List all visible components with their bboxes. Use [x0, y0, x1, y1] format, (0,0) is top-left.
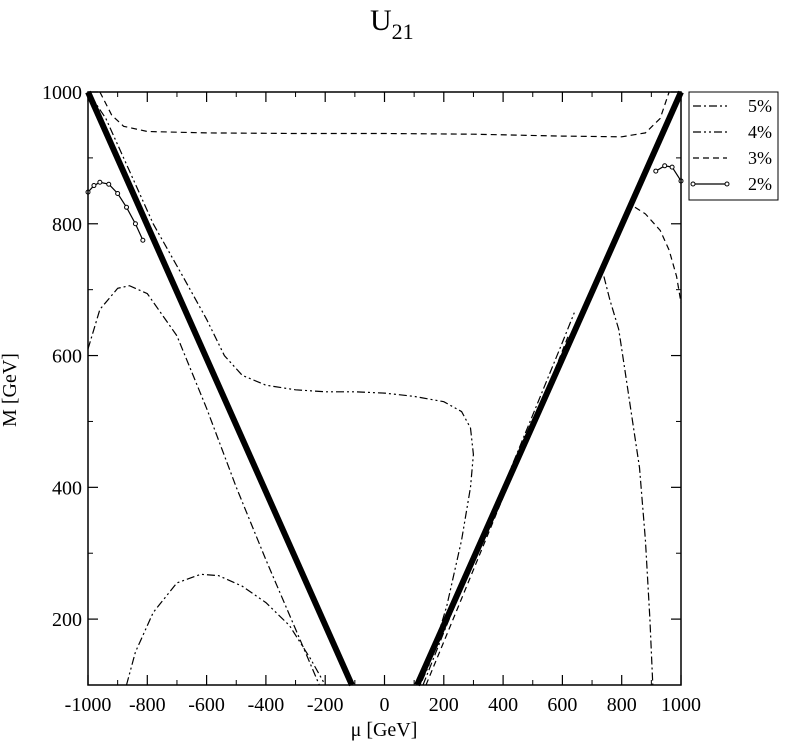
left-boundary — [85, 90, 355, 687]
legend-marker — [724, 181, 730, 187]
legend-label: 4% — [748, 122, 772, 142]
contour-line-4pct — [125, 573, 326, 686]
boundary-lines — [85, 90, 684, 687]
x-axis-ticks: -1000 -800 -600 -400 -200 0 200 400 600 800 1000 — [65, 92, 701, 716]
plot-lines — [85, 91, 684, 686]
legend-label: 3% — [748, 148, 772, 168]
y-tick-label: 800 — [52, 214, 82, 236]
contour-line-3pct — [99, 91, 670, 138]
legend-label: 2% — [748, 174, 772, 194]
legend-marker — [690, 181, 696, 187]
right-boundary — [414, 90, 684, 687]
y-tick-label: 600 — [52, 346, 82, 368]
x-tick-label: 200 — [429, 694, 459, 716]
contour-marker — [115, 190, 121, 196]
contour-line-2pct — [655, 165, 682, 182]
x-tick-label: 1000 — [661, 694, 701, 716]
x-tick-label: 600 — [547, 694, 577, 716]
x-tick-label: -200 — [307, 694, 344, 716]
y-axis-label: M [GeV] — [0, 353, 21, 427]
x-tick-label: 400 — [488, 694, 518, 716]
contour-line-5pct — [603, 276, 654, 686]
contour-line-5pct — [87, 285, 320, 686]
y-tick-label: 400 — [52, 477, 82, 499]
contour-marker — [662, 163, 668, 169]
contour-marker — [91, 183, 97, 189]
legend-box — [688, 91, 779, 201]
x-tick-label: -800 — [129, 694, 166, 716]
y-tick-label: 200 — [52, 609, 82, 631]
legend: 5% 4% 3% 2% — [688, 91, 779, 201]
legend-label: 5% — [748, 96, 772, 116]
contour-marker — [653, 168, 659, 174]
contour-marker — [140, 237, 146, 243]
chart-title: U21 — [370, 4, 414, 44]
x-axis-label: μ [GeV] — [351, 719, 418, 741]
contour-marker — [669, 164, 675, 170]
y-axis-ticks: 200 400 600 800 1000 — [42, 82, 681, 686]
x-tick-label: 0 — [380, 694, 390, 716]
x-tick-label: -400 — [248, 694, 285, 716]
x-tick-label: -600 — [188, 694, 225, 716]
contour-marker — [106, 181, 112, 187]
y-tick-label: 1000 — [42, 82, 82, 104]
contour-marker — [132, 221, 138, 227]
contour-marker — [97, 179, 103, 185]
contour-line-3pct — [634, 206, 682, 303]
plot-frame — [87, 91, 682, 686]
x-tick-label: -1000 — [65, 694, 112, 716]
contour-line-4pct — [87, 91, 475, 686]
contour-marker — [124, 204, 130, 210]
x-tick-label: 800 — [607, 694, 637, 716]
